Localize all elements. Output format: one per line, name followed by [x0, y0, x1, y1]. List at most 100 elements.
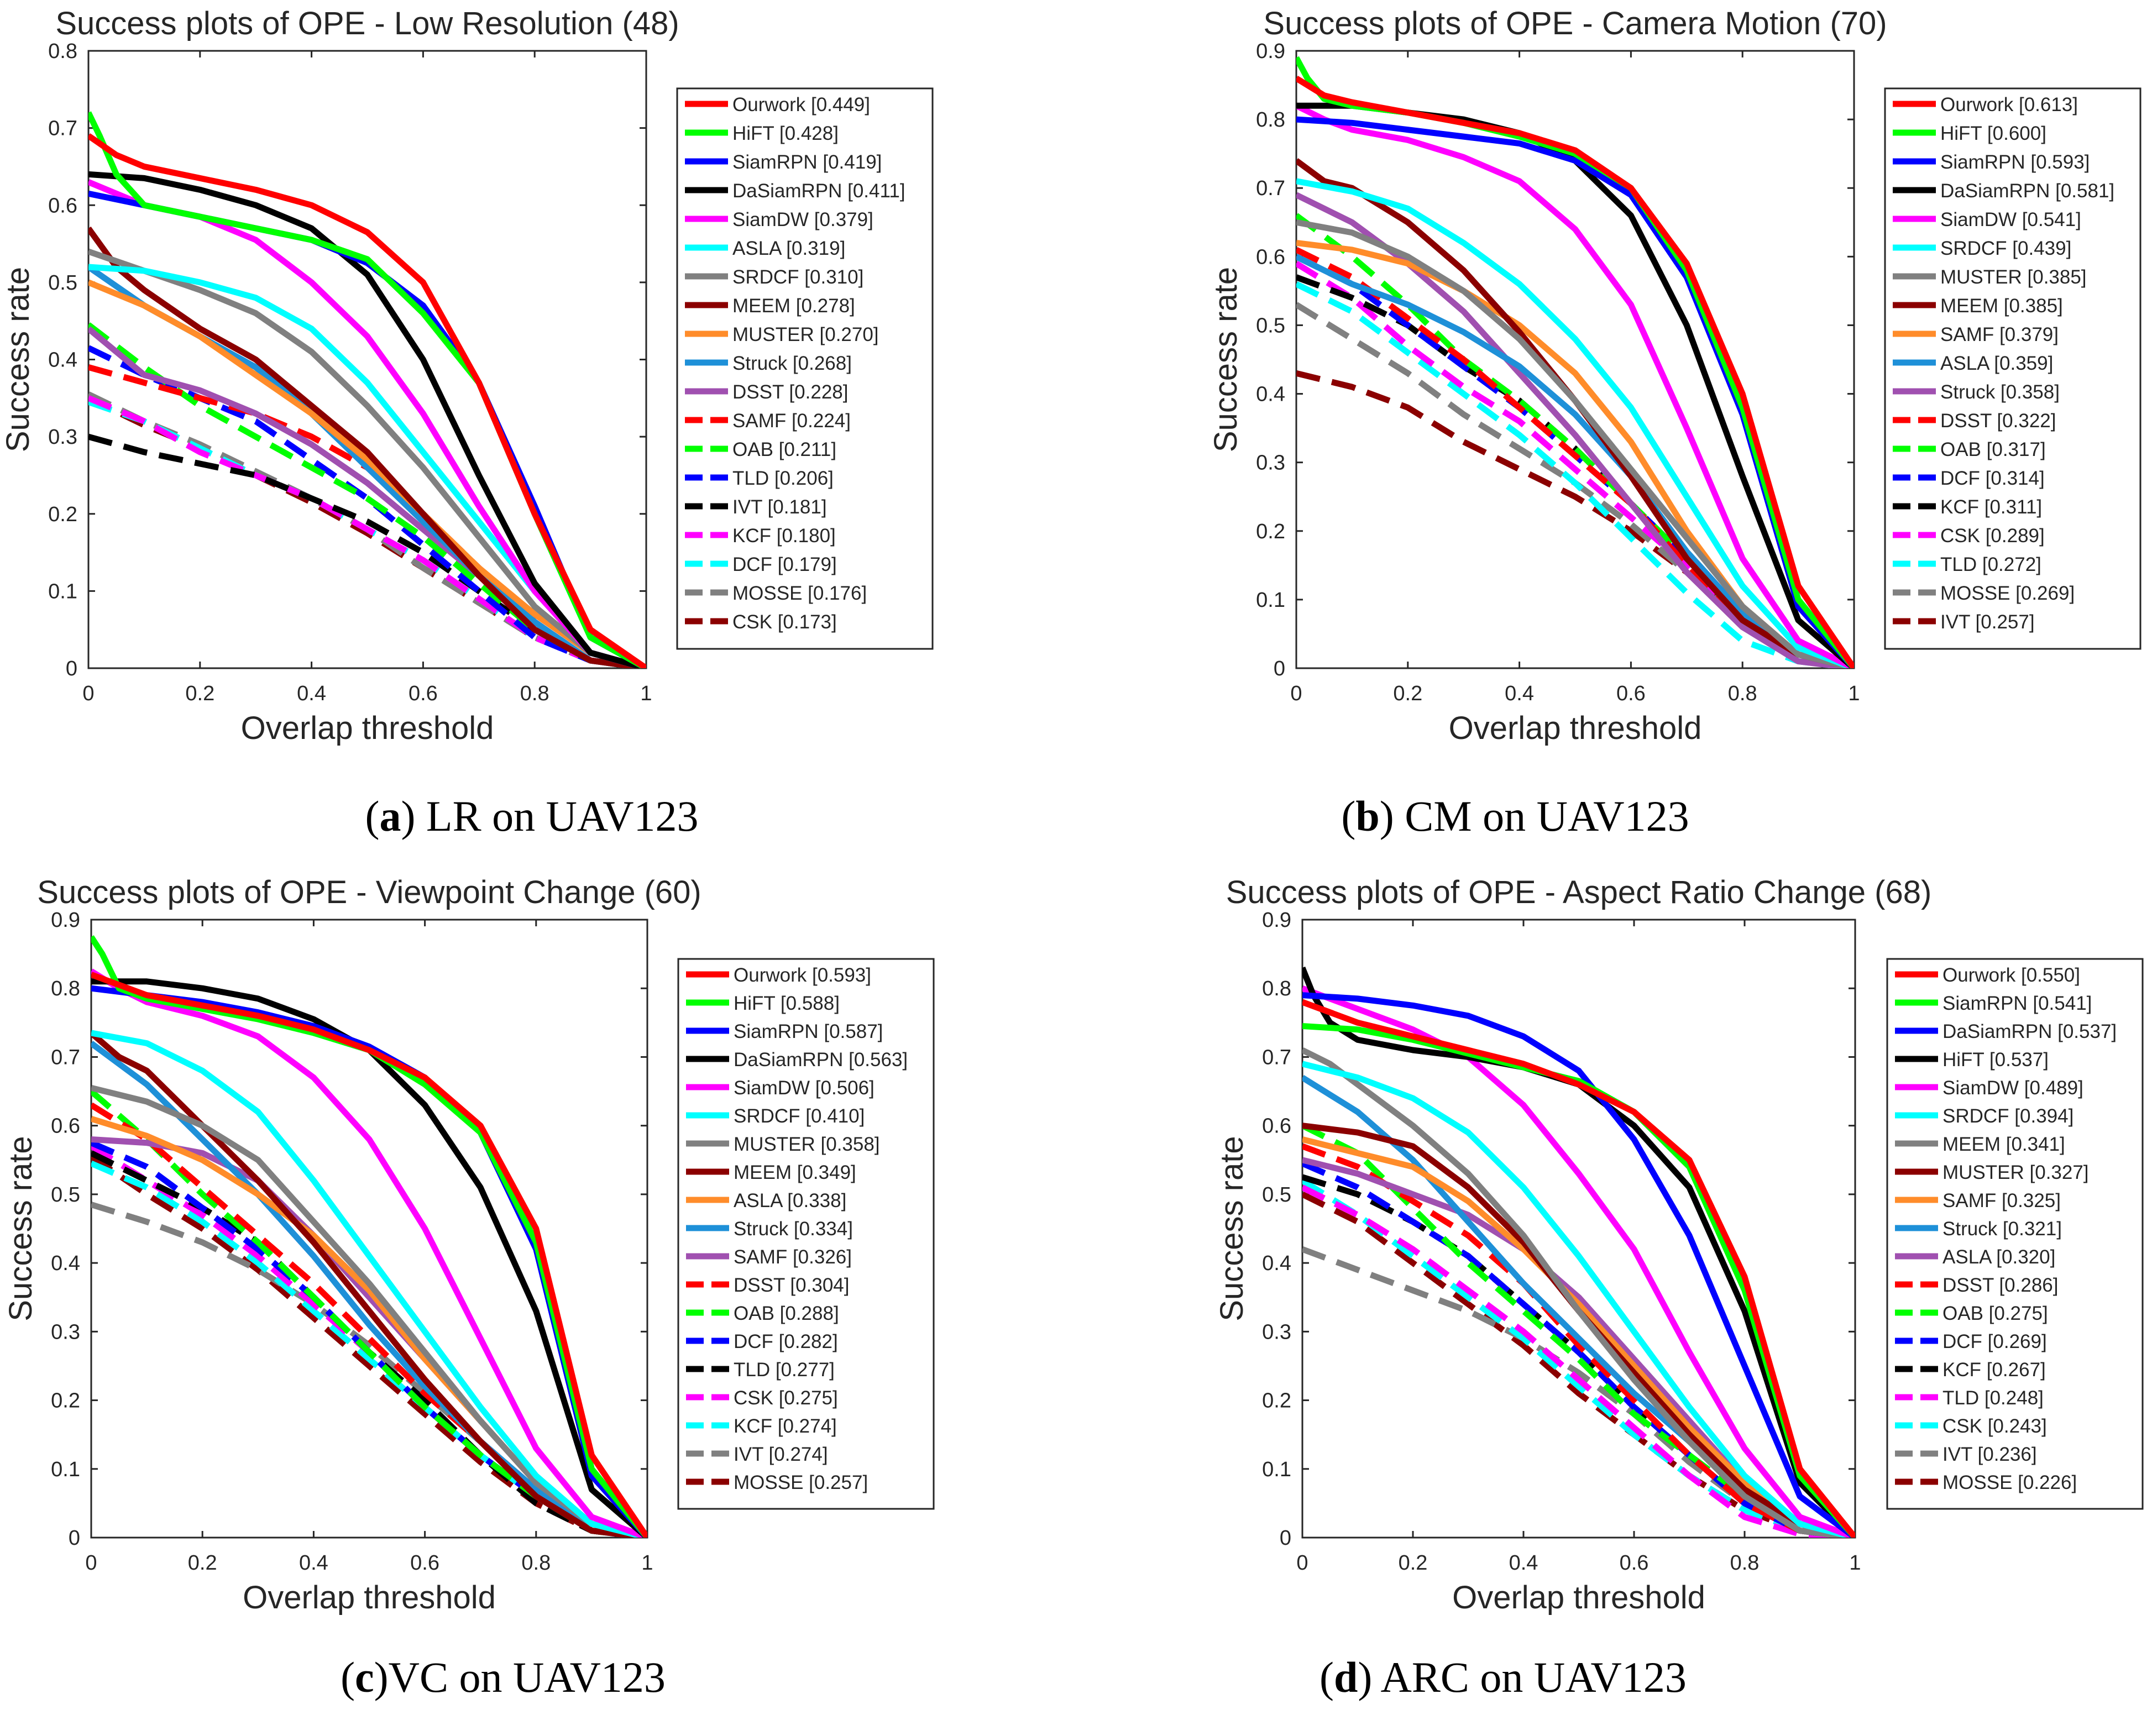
legend-label: MOSSE [0.176]	[732, 583, 867, 604]
legend-label: MUSTER [0.358]	[734, 1134, 880, 1155]
y-tick-label: 0.9	[1262, 909, 1291, 932]
legend-label: OAB [0.211]	[732, 439, 836, 460]
series-line	[91, 1030, 647, 1538]
legend-box	[676, 87, 934, 650]
legend-label: ASLA [0.338]	[734, 1190, 846, 1211]
chart-panel-1: Success plots of OPE - Low Resolution (4…	[0, 6, 934, 746]
y-axis-label: Success rate	[1208, 267, 1244, 452]
x-axis-label: Overlap threshold	[241, 710, 494, 746]
caption-letter: c	[355, 1653, 374, 1701]
x-axis-label: Overlap threshold	[243, 1580, 496, 1616]
legend-label: SiamRPN [0.541]	[1942, 993, 2092, 1014]
legend-label: HiFT [0.428]	[732, 123, 839, 144]
legend-label: MEEM [0.349]	[734, 1162, 856, 1183]
plot-area	[1295, 50, 1855, 669]
legend-label: KCF [0.267]	[1942, 1359, 2046, 1381]
caption-letter: d	[1333, 1653, 1358, 1701]
legend-label: KCF [0.274]	[734, 1415, 837, 1437]
series-line	[1296, 75, 1854, 668]
series-line	[88, 226, 646, 668]
caption-paren: (	[341, 1653, 355, 1701]
x-tick-label: 0.8	[1728, 682, 1757, 705]
series-line	[1296, 281, 1854, 668]
x-tick-label: 0.2	[188, 1551, 217, 1575]
x-tick-label: 0.2	[1393, 682, 1422, 705]
legend-label: KCF [0.311]	[1940, 496, 2042, 518]
series-line	[1302, 1136, 1855, 1538]
series-line	[1302, 1023, 1855, 1538]
legend-label: Ourwork [0.613]	[1940, 94, 2078, 116]
y-tick-label: 0.6	[51, 1115, 80, 1138]
caption-text: ) CM on UAV123	[1379, 792, 1689, 840]
x-tick-label: 0.4	[299, 1551, 328, 1575]
caption-text: )VC on UAV123	[374, 1653, 666, 1701]
series-line	[1302, 1191, 1855, 1538]
legend-label: DCF [0.179]	[732, 554, 837, 575]
x-tick-label: 0.4	[297, 682, 326, 705]
legend-label: IVT [0.236]	[1942, 1444, 2037, 1465]
legend-label: HiFT [0.537]	[1942, 1049, 2049, 1071]
series-line	[1302, 999, 1855, 1538]
series-line	[1302, 992, 1855, 1538]
legend-label: SiamDW [0.489]	[1942, 1077, 2083, 1099]
y-tick-label: 0	[66, 657, 77, 680]
x-tick-label: 0.8	[521, 1551, 551, 1575]
series-line	[1296, 254, 1854, 668]
y-tick-label: 0.5	[1262, 1183, 1291, 1207]
y-tick-label: 0	[1280, 1527, 1291, 1550]
series-line	[1302, 1143, 1855, 1538]
x-tick-label: 0.4	[1509, 1551, 1538, 1575]
figure-caption: (d) ARC on UAV123	[1320, 1653, 1687, 1702]
legend-label: DaSiamRPN [0.537]	[1942, 1021, 2117, 1042]
legend-label: Ourwork [0.550]	[1942, 964, 2080, 986]
y-tick-label: 0.8	[1256, 108, 1285, 132]
y-tick-label: 0.5	[48, 271, 77, 295]
legend-label: OAB [0.275]	[1942, 1303, 2048, 1324]
x-tick-label: 0.8	[1730, 1551, 1760, 1575]
legend-label: IVT [0.274]	[734, 1444, 828, 1465]
series-line	[1302, 1160, 1855, 1538]
caption-paren: (	[1341, 792, 1356, 840]
legend-label: MOSSE [0.226]	[1942, 1472, 2077, 1493]
y-tick-label: 0.5	[51, 1183, 80, 1207]
series-line	[1302, 1178, 1855, 1538]
legend-label: TLD [0.277]	[734, 1359, 835, 1381]
series-line	[91, 1041, 647, 1538]
y-tick-label: 0.1	[48, 580, 77, 603]
y-tick-label: 0.6	[1256, 245, 1285, 269]
x-tick-label: 0	[82, 682, 94, 705]
y-tick-label: 0.8	[51, 977, 80, 1000]
x-tick-label: 0.8	[520, 682, 549, 705]
caption-letter: a	[379, 792, 401, 840]
y-tick-label: 0.9	[51, 909, 80, 932]
legend-label: SAMF [0.224]	[732, 410, 851, 432]
series-line	[1302, 1184, 1855, 1538]
legend-label: SRDCF [0.394]	[1942, 1105, 2074, 1127]
legend-label: SiamDW [0.506]	[734, 1077, 875, 1099]
caption-paren: (	[1320, 1653, 1334, 1701]
figure-caption: (c)VC on UAV123	[321, 1653, 685, 1702]
x-tick-label: 0.2	[1399, 1551, 1428, 1575]
y-tick-label: 0.1	[51, 1458, 80, 1481]
legend-label: DSST [0.304]	[734, 1275, 849, 1296]
figure-caption: (a) LR on UAV123	[349, 791, 714, 841]
x-tick-label: 0	[1290, 682, 1302, 705]
y-axis-label: Success rate	[1214, 1136, 1250, 1321]
legend-label: MEEM [0.278]	[732, 295, 855, 317]
y-tick-label: 0.1	[1256, 589, 1285, 612]
legend-label: DSST [0.322]	[1940, 410, 2056, 432]
legend-label: MUSTER [0.327]	[1942, 1162, 2089, 1183]
legend-label: SRDCF [0.310]	[732, 266, 863, 288]
legend-label: DCF [0.282]	[734, 1331, 838, 1352]
series-line	[91, 935, 647, 1538]
y-tick-label: 0.6	[1262, 1115, 1291, 1138]
legend-label: DaSiamRPN [0.581]	[1940, 180, 2114, 202]
series-line	[1296, 192, 1854, 668]
series-line	[1302, 1061, 1855, 1538]
legend-label: IVT [0.181]	[732, 496, 827, 518]
legend-label: CSK [0.275]	[734, 1387, 838, 1409]
legend-label: IVT [0.257]	[1940, 611, 2035, 633]
legend-label: MOSSE [0.269]	[1940, 583, 2075, 604]
legend-label: SiamDW [0.379]	[732, 209, 873, 230]
series-line	[1296, 178, 1854, 668]
